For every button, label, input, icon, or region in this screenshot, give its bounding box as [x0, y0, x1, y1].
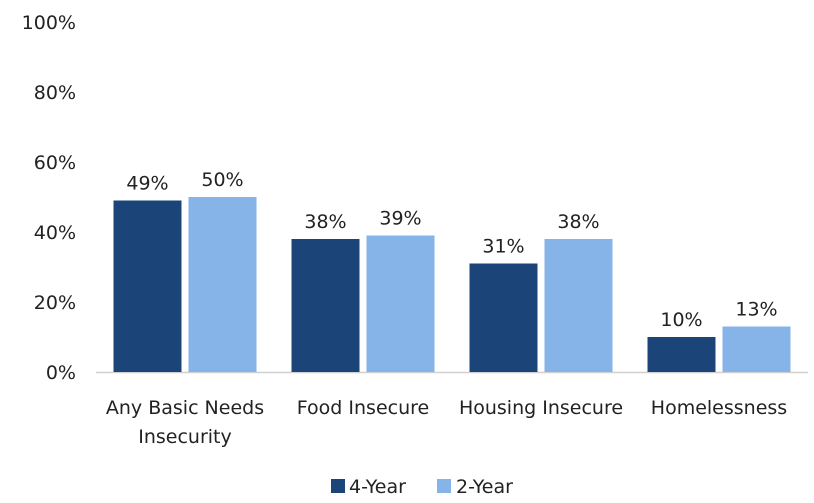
- y-tick-label: 60%: [34, 152, 76, 174]
- bar-four-year: [113, 200, 182, 372]
- bar-two-year: [366, 235, 435, 372]
- data-label: 50%: [201, 169, 243, 191]
- y-tick-label: 100%: [22, 12, 76, 34]
- data-label: 49%: [126, 173, 168, 195]
- x-category-label: Homelessness: [651, 397, 787, 419]
- y-tick-label: 20%: [34, 292, 76, 314]
- bar-four-year: [647, 337, 716, 372]
- bar-four-year: [469, 263, 538, 372]
- data-label: 39%: [379, 208, 421, 230]
- data-label: 31%: [482, 236, 524, 258]
- data-label: 10%: [660, 309, 702, 331]
- y-tick-label: 40%: [34, 222, 76, 244]
- bar-two-year: [188, 197, 257, 372]
- data-label: 38%: [557, 211, 599, 233]
- legend-swatch: [331, 479, 345, 493]
- legend-label: 4-Year: [349, 476, 406, 498]
- bar-two-year: [544, 239, 613, 372]
- bar-two-year: [722, 326, 791, 372]
- bar-four-year: [291, 239, 360, 372]
- x-category-label: Any Basic Needs: [106, 397, 264, 419]
- legend-swatch: [437, 479, 451, 493]
- x-category-label: Insecurity: [138, 426, 232, 448]
- y-tick-label: 0%: [46, 362, 76, 384]
- y-tick-label: 80%: [34, 82, 76, 104]
- x-category-label: Housing Insecure: [459, 397, 623, 419]
- x-category-label: Food Insecure: [297, 397, 429, 419]
- data-label: 38%: [304, 211, 346, 233]
- legend-label: 2-Year: [456, 476, 513, 498]
- data-label: 13%: [735, 299, 777, 321]
